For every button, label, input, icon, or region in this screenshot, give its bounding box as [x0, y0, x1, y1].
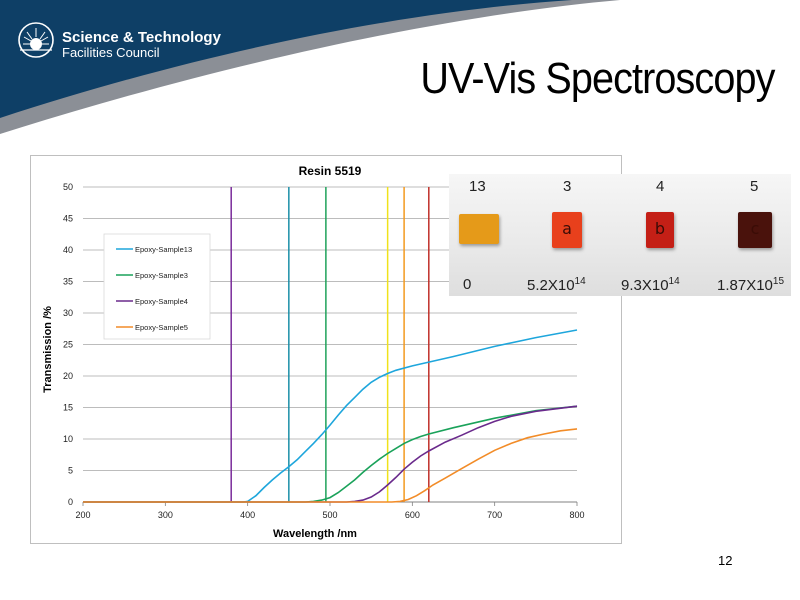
x-tick-label: 600: [405, 510, 420, 520]
x-tick-label: 300: [158, 510, 173, 520]
y-tick-label: 20: [63, 371, 73, 381]
x-tick-label: 700: [487, 510, 502, 520]
chart-title: Resin 5519: [299, 164, 362, 178]
banner-blue-swoosh: [0, 0, 572, 118]
y-tick-label: 15: [63, 403, 73, 413]
sample-dose: 9.3X1014: [621, 276, 680, 294]
x-tick-label: 400: [240, 510, 255, 520]
chart-legend: Epoxy-Sample13 Epoxy-Sample3 Epoxy-Sample4…: [103, 233, 211, 340]
sample-swatch: c: [738, 212, 772, 248]
series-line-3: [83, 405, 578, 503]
y-tick-label: 45: [63, 214, 73, 224]
y-tick-label: 25: [63, 340, 73, 350]
page-number: 12: [718, 553, 733, 568]
sample-number: 4: [656, 178, 665, 195]
y-tick-label: 35: [63, 277, 73, 287]
legend-box: [103, 233, 211, 340]
stfc-logo-text: Science & Technology Facilities Council: [62, 30, 221, 60]
y-tick-label: 30: [63, 308, 73, 318]
sample-number: 5: [750, 178, 759, 195]
y-tick-label: 5: [68, 466, 73, 476]
sample-swatch: [459, 214, 499, 244]
series-line-2: [83, 405, 578, 503]
legend-entry: Epoxy-Sample4: [135, 297, 188, 306]
x-tick-label: 200: [75, 510, 90, 520]
sample-swatch: a: [552, 212, 582, 248]
x-tick-label: 500: [322, 510, 337, 520]
sample-letter: a: [562, 219, 572, 238]
sample-letter: b: [654, 219, 666, 238]
y-tick-label: 10: [63, 434, 73, 444]
x-axis-label: Wavelength /nm: [273, 528, 357, 540]
legend-entry: Epoxy-Sample13: [135, 245, 192, 254]
series-line-4: [83, 428, 578, 503]
x-tick-label: 800: [569, 510, 584, 520]
sample-photo: 13 0 3 a 5.2X1014 4 b 9.3X1014 5 c 1.87X1015: [449, 174, 791, 296]
sample-number: 3: [563, 178, 572, 195]
logo-line-1: Science & Technology: [62, 29, 221, 46]
legend-entry: Epoxy-Sample5: [135, 323, 188, 332]
sample-swatch: b: [646, 212, 674, 248]
y-tick-label: 50: [63, 182, 73, 192]
y-tick-label: 40: [63, 245, 73, 255]
logo-line-2: Facilities Council: [62, 45, 160, 60]
series-line-1: [83, 329, 578, 503]
stfc-logo-icon: [18, 22, 54, 58]
sample-number: 13: [469, 178, 486, 195]
sample-dose: 1.87X1015: [717, 276, 785, 294]
y-tick-label: 0: [68, 497, 73, 507]
legend-entry: Epoxy-Sample3: [135, 271, 188, 280]
sample-dose: 0: [463, 276, 472, 293]
sample-dose: 5.2X1014: [527, 276, 586, 294]
sample-letter: c: [750, 219, 760, 238]
header-banner: [0, 0, 620, 134]
slide-title: UV-Vis Spectroscopy: [419, 54, 775, 103]
y-axis-label: Transmission /%: [42, 306, 54, 393]
